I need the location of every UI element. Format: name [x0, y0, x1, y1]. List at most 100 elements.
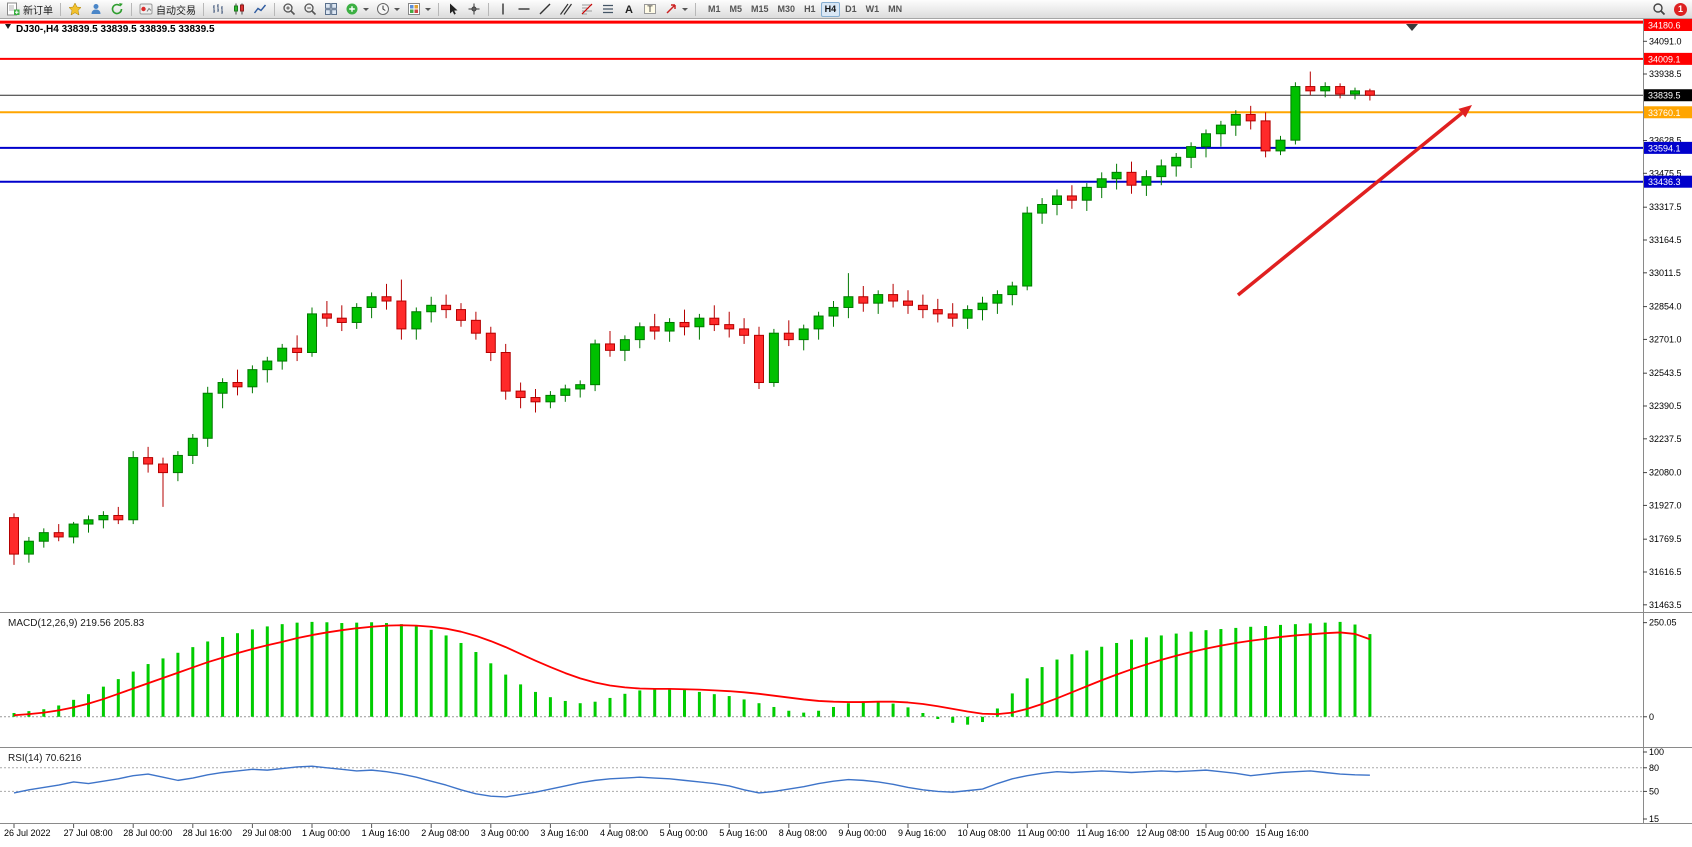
channel-button[interactable]	[556, 1, 576, 18]
time-axis-label: 28 Jul 16:00	[183, 828, 232, 838]
bar-chart-icon	[213, 4, 223, 14]
horizontal-line-icon	[518, 8, 530, 10]
indicators-button[interactable]	[342, 1, 372, 18]
channel-icon	[560, 3, 572, 15]
cursor-button[interactable]	[443, 1, 463, 18]
tile-windows-icon	[325, 3, 337, 15]
candlestick-chart-button[interactable]	[229, 1, 249, 18]
tf-button-h1[interactable]: H1	[800, 2, 820, 17]
zoom-out-button[interactable]	[300, 1, 320, 18]
candle	[917, 304, 928, 311]
candle	[1052, 195, 1062, 206]
refresh-button[interactable]	[107, 1, 127, 18]
candle	[396, 300, 407, 330]
macd-bar	[444, 635, 448, 717]
templates-button[interactable]	[404, 1, 434, 18]
bar-chart-button[interactable]	[208, 1, 228, 18]
time-axis-label: 11 Aug 16:00	[1077, 828, 1129, 838]
svg-text:32080.0: 32080.0	[1649, 468, 1682, 478]
tf-button-m15[interactable]: M15	[747, 2, 773, 17]
objects-list-icon	[603, 4, 613, 14]
candle	[202, 392, 213, 439]
macd-bar	[772, 706, 776, 717]
candle	[590, 343, 601, 386]
candle	[932, 309, 943, 315]
line-chart-button[interactable]	[250, 1, 270, 18]
macd-bar	[399, 624, 403, 717]
svg-text:34180.6: 34180.6	[1648, 21, 1681, 31]
candle	[307, 313, 317, 353]
arrow-tools-icon	[666, 4, 676, 14]
macd-bar	[727, 696, 731, 717]
mql-wizard-button[interactable]	[65, 1, 85, 18]
horizontal-line-button[interactable]	[514, 1, 534, 18]
macd-bar	[548, 697, 552, 717]
chevron-down-icon	[425, 7, 431, 11]
candle	[83, 519, 94, 525]
tf-button-m1[interactable]: M1	[704, 2, 725, 17]
macd-bar	[474, 652, 478, 717]
candle	[172, 454, 183, 474]
candle	[1245, 113, 1256, 122]
macd-bar	[161, 658, 165, 717]
macd-bar	[846, 703, 850, 717]
notification-badge[interactable]: 1	[1674, 2, 1687, 16]
candle	[277, 347, 288, 362]
profile-button[interactable]	[86, 1, 106, 18]
macd-bar	[1234, 627, 1238, 717]
macd-bar	[534, 691, 537, 717]
candle	[456, 309, 466, 321]
chevron-down-icon	[363, 7, 369, 11]
macd-bar	[340, 623, 344, 717]
macd-bar	[1293, 624, 1297, 717]
candle	[485, 332, 496, 353]
macd-bar	[563, 700, 567, 717]
zoom-in-button[interactable]	[279, 1, 299, 18]
toolbar-separator	[203, 2, 204, 16]
macd-bar	[519, 684, 523, 717]
tile-windows-button[interactable]	[321, 1, 341, 18]
tf-button-m5[interactable]: M5	[726, 2, 747, 17]
crosshair-button[interactable]	[464, 1, 484, 18]
tf-button-mn[interactable]: MN	[884, 2, 906, 17]
vertical-line-button[interactable]	[493, 1, 513, 18]
fibonacci-button[interactable]	[577, 1, 597, 18]
text-label-button[interactable]: T	[640, 1, 660, 18]
macd-bar	[832, 706, 835, 717]
candle	[634, 326, 645, 341]
tf-button-m30[interactable]: M30	[774, 2, 800, 17]
periods-icon	[377, 3, 389, 15]
trendline-button[interactable]	[535, 1, 555, 18]
price-chart[interactable]: 34091.0 33938.5 33628.5 33475.5 33317.5 33164…	[0, 19, 1692, 842]
tf-button-w1[interactable]: W1	[862, 2, 884, 17]
text-button[interactable]: A	[619, 1, 639, 18]
macd-bar	[668, 688, 672, 717]
candle	[783, 332, 794, 341]
candle	[768, 332, 779, 384]
macd-bar	[206, 641, 210, 717]
macd-bar	[787, 710, 791, 717]
time-axis-label: 15 Aug 00:00	[1196, 828, 1249, 838]
tf-button-d1[interactable]: D1	[841, 2, 861, 17]
new-order-button[interactable]: 新订单	[3, 1, 56, 18]
periods-button[interactable]	[373, 1, 403, 18]
candle	[1096, 178, 1107, 188]
search-button[interactable]	[1649, 1, 1669, 18]
time-axis-label: 26 Jul 2022	[4, 828, 51, 838]
time-axis-label: 29 Jul 08:00	[242, 828, 291, 838]
candle	[1007, 285, 1018, 296]
objects-list-button[interactable]	[598, 1, 618, 18]
time-axis-label: 15 Aug 16:00	[1256, 828, 1309, 838]
time-axis-label: 3 Aug 16:00	[540, 828, 588, 838]
autotrade-button[interactable]: 自动交易	[136, 1, 199, 18]
macd-bar	[817, 710, 821, 717]
macd-bar	[1249, 626, 1253, 717]
macd-bar	[966, 716, 970, 725]
mql-wizard-icon	[68, 2, 82, 16]
candle	[962, 309, 973, 319]
candle	[515, 390, 526, 399]
tf-button-h4[interactable]: H4	[820, 1, 841, 17]
arrow-tools-button[interactable]	[661, 1, 691, 18]
candle	[664, 321, 675, 332]
svg-text:32390.5: 32390.5	[1649, 401, 1682, 411]
